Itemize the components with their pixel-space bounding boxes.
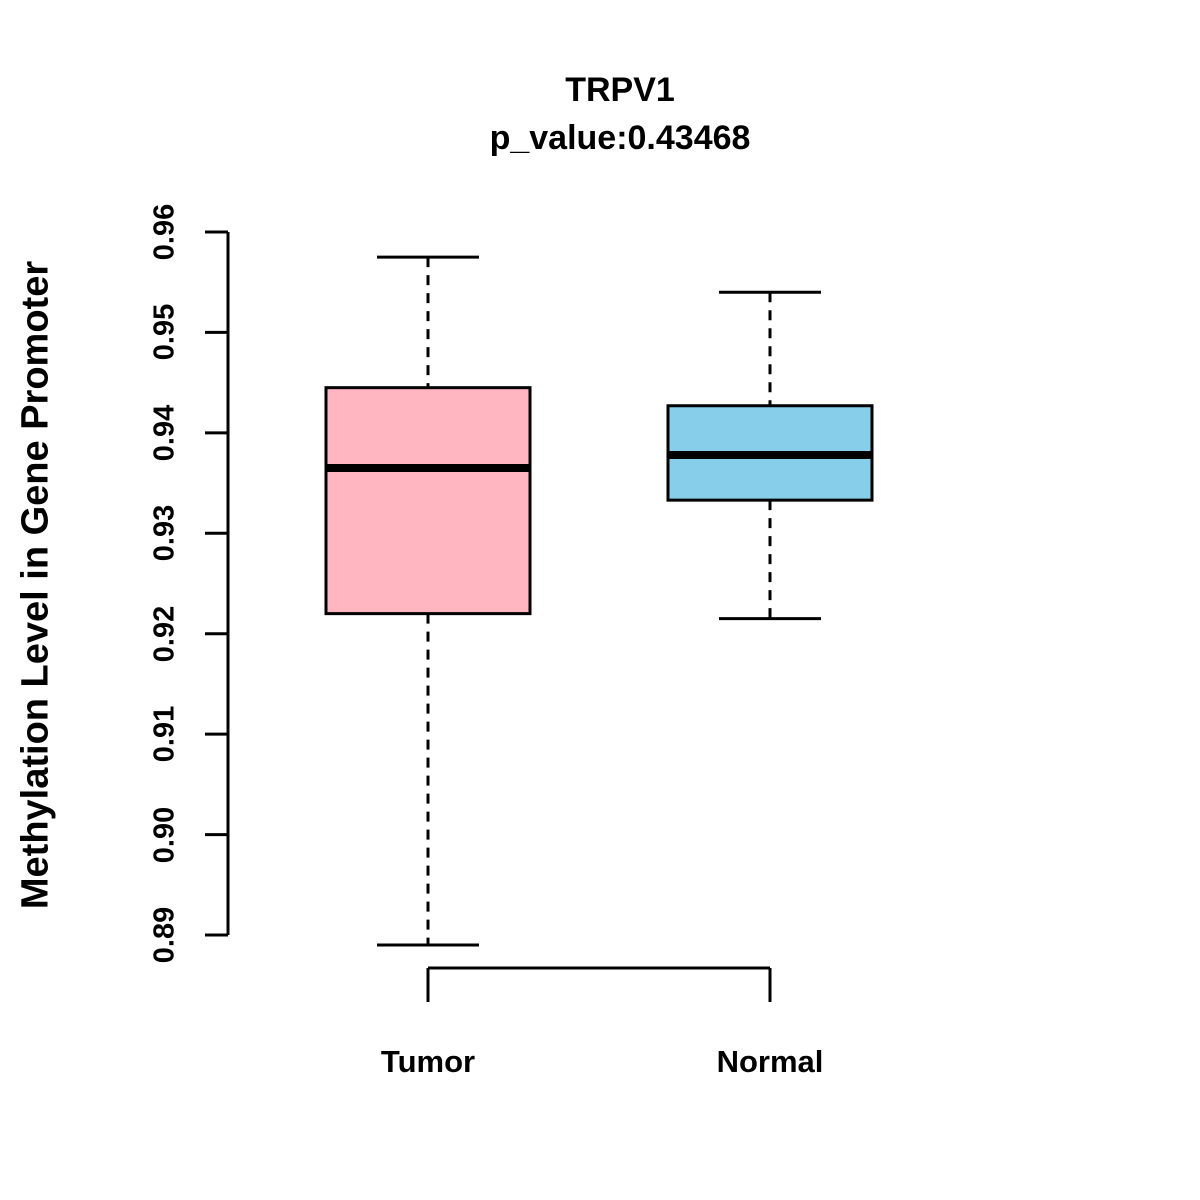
y-axis-label: Methylation Level in Gene Promoter xyxy=(14,260,57,910)
y-tick-label: 0.93 xyxy=(148,505,181,562)
chart-title-block: TRPV1 p_value:0.43468 xyxy=(320,66,920,162)
x-tick-label-normal: Normal xyxy=(716,1044,824,1079)
y-tick-label: 0.96 xyxy=(148,203,181,261)
x-tick-label-tumor: Tumor xyxy=(380,1044,476,1079)
y-tick-label: 0.90 xyxy=(148,806,181,863)
y-tick-label: 0.89 xyxy=(148,906,181,964)
chart-title: TRPV1 xyxy=(565,71,675,109)
y-tick-label: 0.94 xyxy=(148,404,181,462)
y-tick-label: 0.92 xyxy=(148,605,181,662)
chart-pvalue: p_value:0.43468 xyxy=(489,119,751,157)
y-tick-label: 0.95 xyxy=(148,304,181,361)
box-tumor xyxy=(324,386,532,616)
y-tick-label: 0.91 xyxy=(148,705,181,763)
